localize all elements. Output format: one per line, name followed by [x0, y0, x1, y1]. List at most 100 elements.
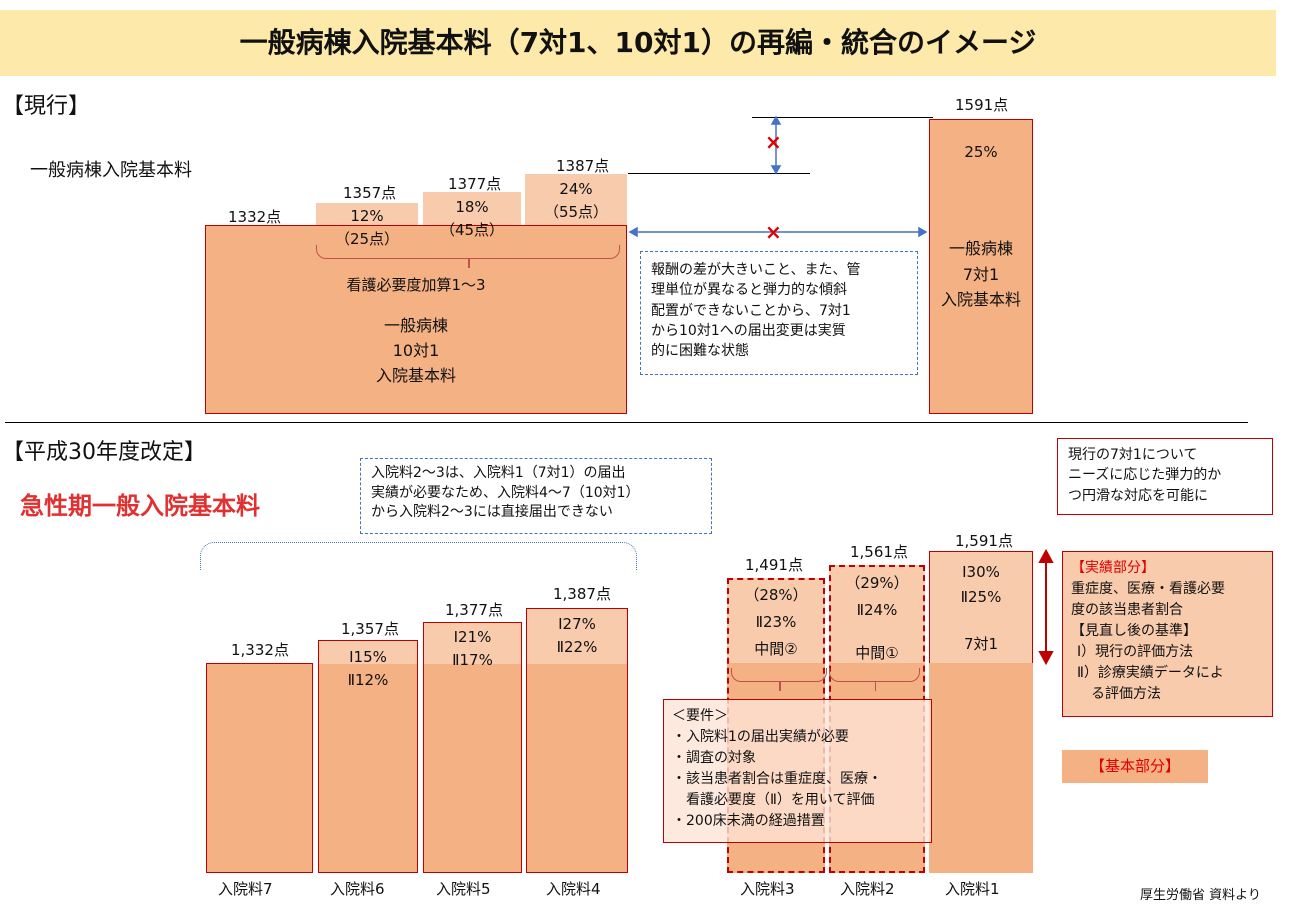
- bar-nyuinryo-5: [423, 622, 522, 873]
- label-line: 10対1: [392, 340, 440, 360]
- dotted-brace: [200, 542, 637, 570]
- bar-name: 入院料5: [436, 880, 491, 898]
- step-pct: 12%: [350, 207, 384, 225]
- performance-line: 度の該当患者割合: [1071, 602, 1183, 618]
- bar-criteria: Ⅰ21% Ⅱ17%: [423, 626, 522, 671]
- step-add: （45点）: [439, 221, 505, 239]
- criteria-line: Ⅱ24%: [856, 601, 898, 619]
- step-points: 1357点: [343, 184, 397, 202]
- step-box-3: [525, 174, 627, 226]
- label-line: 一般病棟: [383, 316, 448, 335]
- criteria-line: （28%）: [744, 586, 808, 604]
- bar-nyuinryo-6: [318, 640, 418, 873]
- criteria-line: Ⅱ12%: [347, 670, 389, 689]
- step-points: 1387点: [556, 157, 610, 175]
- note-line: 報酬の差が大きいこと、また、管: [651, 262, 861, 278]
- double-arrow-icon: [628, 115, 928, 238]
- criteria-line: Ⅰ21%: [453, 628, 492, 646]
- note-line: ニーズに応じた弾力的か: [1068, 467, 1222, 484]
- current-note: 報酬の差が大きいこと、また、管 理単位が異なると弾力的な傾斜 配置ができないこと…: [640, 251, 918, 375]
- bar-points: 1,561点: [850, 543, 908, 561]
- requirement-line: ・入院料1の届出実績が必要: [672, 729, 849, 745]
- criteria-line: Ⅱ25%: [960, 587, 1002, 606]
- right-note: 現行の7対1について ニーズに応じた弾力的か つ円滑な対応を可能に: [1057, 438, 1273, 515]
- bar-points: 1,357点: [341, 620, 399, 638]
- label-line: 7対1: [962, 264, 1000, 284]
- revised-subtitle: 急性期一般入院基本料: [20, 492, 260, 520]
- bar-criteria: Ⅰ30% Ⅱ25% 7対1: [929, 560, 1033, 656]
- box-7-to-1: [929, 119, 1033, 414]
- level-line: [628, 173, 810, 174]
- label-line: 入院基本料: [375, 365, 456, 385]
- criteria-line: Ⅱ23%: [755, 613, 797, 631]
- performance-line: Ⅰ）現行の評価方法: [1077, 644, 1194, 660]
- criteria-line: 中間②: [754, 640, 798, 658]
- requirement-line: ・調査の対象: [672, 750, 756, 766]
- note-line: 入院料2～3は、入院料1（7対1）の届出: [371, 465, 626, 481]
- brace: [829, 668, 920, 691]
- criteria-line: （29%）: [845, 574, 909, 592]
- criteria-line: 中間①: [855, 644, 899, 662]
- criteria-line: Ⅰ15%: [349, 648, 387, 666]
- requirement-line: 看護必要度（Ⅱ）を用いて評価: [672, 792, 875, 808]
- step-pct: 24%: [559, 180, 593, 198]
- bar-criteria: （28%） Ⅱ23% 中間②: [727, 582, 825, 663]
- note-line: から入院料2～3には直接届出できない: [371, 504, 613, 521]
- bar-name: 入院料6: [330, 880, 385, 898]
- source-note: 厚生労働省 資料より: [1140, 888, 1261, 903]
- note-line: 理単位が異なると弾力的な傾斜: [651, 282, 847, 299]
- box7-points: 1591点: [955, 96, 1009, 114]
- criteria-line: Ⅰ27%: [558, 615, 596, 633]
- cross-icon: ×: [765, 130, 782, 154]
- bar-points: 1,332点: [231, 641, 289, 659]
- note-line: 実績が必要なため、入院料4～7（10対1）: [371, 484, 640, 501]
- brace: [316, 245, 620, 268]
- step-box-2: [423, 192, 521, 226]
- performance-box: 【実績部分】 重症度、医療・看護必要 度の該当患者割合 【見直し後の基準】 Ⅰ）…: [1062, 551, 1273, 717]
- note-line: 配置ができないことから、7対1: [651, 302, 851, 319]
- bar-points: 1,591点: [955, 532, 1013, 550]
- step-box-1: [316, 203, 418, 226]
- bar-nyuinryo-1: [929, 551, 1033, 873]
- row-label: 一般病棟入院基本料: [30, 160, 192, 181]
- section-divider: [5, 422, 1248, 423]
- title-bar: [0, 10, 1276, 76]
- note-line: から10対1への届出変更は実質: [651, 322, 846, 339]
- bar-name: 入院料4: [546, 880, 601, 898]
- box-10-to-1: [205, 225, 627, 414]
- performance-title: 【実績部分】: [1071, 560, 1155, 576]
- basic-part-label: 【基本部分】: [1062, 750, 1208, 783]
- step-pct: 18%: [455, 198, 489, 216]
- step-add: （25点）: [334, 230, 400, 248]
- current-heading: 【現行】: [2, 94, 91, 119]
- bar-nyuinryo-4: [526, 608, 628, 873]
- revised-note: 入院料2～3は、入院料1（7対1）の届出 実績が必要なため、入院料4～7（10対…: [360, 458, 712, 534]
- bar-points: 1,491点: [745, 556, 803, 574]
- brace: [731, 668, 827, 691]
- bar-points: 1,377点: [445, 601, 503, 619]
- brace-label: 看護必要度加算1～3: [346, 276, 486, 294]
- box-7-label: 一般病棟 7対1 入院基本料: [929, 236, 1033, 313]
- level-line: [752, 117, 933, 118]
- page-title: 一般病棟入院基本料（7対1、10対1）の再編・統合のイメージ: [239, 26, 1037, 59]
- bar-points: 1,387点: [553, 585, 611, 603]
- revised-heading: 【平成30年度改定】: [2, 440, 206, 465]
- requirement-line: ＜要件＞: [672, 708, 728, 724]
- criteria-line: Ⅰ30%: [962, 563, 1000, 581]
- requirements-box: ＜要件＞ ・入院料1の届出実績が必要 ・調査の対象 ・該当患者割合は重症度、医療…: [663, 699, 932, 843]
- base-points: 1332点: [228, 208, 282, 226]
- box-10-label: 一般病棟 10対1 入院基本料: [205, 314, 627, 388]
- note-line: 現行の7対1について: [1068, 447, 1198, 463]
- requirement-line: ・200床未満の経過措置: [672, 813, 825, 829]
- note-line: 的に困難な状態: [651, 343, 749, 360]
- criteria-line: Ⅱ22%: [556, 637, 598, 656]
- note-line: つ円滑な対応を可能に: [1068, 487, 1208, 504]
- bar-name: 入院料1: [945, 880, 1000, 898]
- bar-criteria: Ⅰ15% Ⅱ12%: [318, 646, 418, 691]
- cross-icon: ×: [765, 220, 782, 244]
- bar-nyuinryo-7: [206, 663, 313, 873]
- performance-line: る評価方法: [1077, 686, 1161, 702]
- step-points: 1377点: [448, 175, 502, 193]
- bar-name: 入院料3: [740, 880, 795, 898]
- label-line: 一般病棟: [948, 239, 1013, 258]
